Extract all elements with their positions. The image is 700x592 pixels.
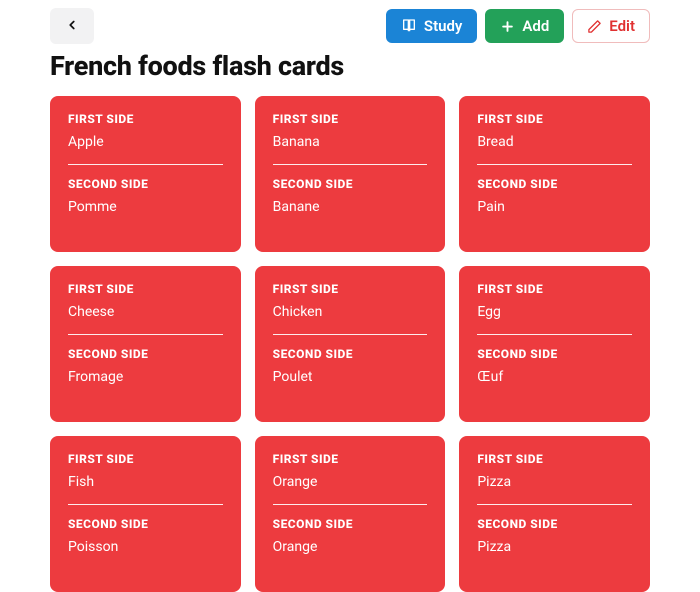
second-side-label: SECOND SIDE — [68, 517, 223, 531]
card-divider — [68, 334, 223, 335]
first-side-value: Apple — [68, 134, 223, 150]
card-divider — [273, 504, 428, 505]
first-side-label: FIRST SIDE — [477, 112, 632, 126]
flash-card[interactable]: FIRST SIDE Pizza SECOND SIDE Pizza — [459, 436, 650, 592]
first-side-label: FIRST SIDE — [68, 452, 223, 466]
second-side-value: Pomme — [68, 199, 223, 215]
topbar: Study Add Edit — [50, 8, 650, 44]
first-side-label: FIRST SIDE — [477, 452, 632, 466]
study-button[interactable]: Study — [386, 9, 477, 43]
flash-card[interactable]: FIRST SIDE Cheese SECOND SIDE Fromage — [50, 266, 241, 422]
second-side-value: Œuf — [477, 369, 632, 385]
book-icon — [401, 18, 417, 34]
flash-card[interactable]: FIRST SIDE Egg SECOND SIDE Œuf — [459, 266, 650, 422]
card-divider — [477, 334, 632, 335]
first-side-value: Pizza — [477, 474, 632, 490]
flash-card[interactable]: FIRST SIDE Banana SECOND SIDE Banane — [255, 96, 446, 252]
second-side-label: SECOND SIDE — [273, 517, 428, 531]
second-side-label: SECOND SIDE — [477, 517, 632, 531]
card-divider — [477, 164, 632, 165]
pencil-icon — [587, 19, 602, 34]
first-side-value: Cheese — [68, 304, 223, 320]
second-side-label: SECOND SIDE — [477, 347, 632, 361]
first-side-value: Egg — [477, 304, 632, 320]
flash-card[interactable]: FIRST SIDE Chicken SECOND SIDE Poulet — [255, 266, 446, 422]
second-side-value: Poisson — [68, 539, 223, 555]
second-side-value: Orange — [273, 539, 428, 555]
first-side-label: FIRST SIDE — [273, 452, 428, 466]
second-side-value: Pizza — [477, 539, 632, 555]
first-side-value: Banana — [273, 134, 428, 150]
first-side-value: Bread — [477, 134, 632, 150]
flash-card[interactable]: FIRST SIDE Apple SECOND SIDE Pomme — [50, 96, 241, 252]
action-bar: Study Add Edit — [386, 9, 650, 43]
card-grid: FIRST SIDEAppleSECOND SIDEPommeFIRST SID… — [50, 96, 650, 592]
second-side-label: SECOND SIDE — [273, 177, 428, 191]
card-divider — [273, 164, 428, 165]
second-side-value: Fromage — [68, 369, 223, 385]
flash-card[interactable]: FIRST SIDE Orange SECOND SIDE Orange — [255, 436, 446, 592]
second-side-value: Poulet — [273, 369, 428, 385]
second-side-value: Pain — [477, 199, 632, 215]
edit-button-label: Edit — [609, 17, 635, 35]
page-title: French foods flash cards — [50, 50, 650, 82]
flash-card[interactable]: FIRST SIDE Bread SECOND SIDE Pain — [459, 96, 650, 252]
plus-icon — [500, 19, 515, 34]
back-button[interactable] — [50, 8, 94, 44]
first-side-label: FIRST SIDE — [68, 112, 223, 126]
first-side-label: FIRST SIDE — [68, 282, 223, 296]
card-divider — [68, 504, 223, 505]
flash-card[interactable]: FIRST SIDE Fish SECOND SIDE Poisson — [50, 436, 241, 592]
chevron-left-icon — [65, 17, 79, 36]
card-divider — [68, 164, 223, 165]
edit-button[interactable]: Edit — [572, 9, 650, 43]
second-side-value: Banane — [273, 199, 428, 215]
first-side-label: FIRST SIDE — [273, 282, 428, 296]
card-divider — [477, 504, 632, 505]
second-side-label: SECOND SIDE — [273, 347, 428, 361]
page: Study Add Edit French foods flash cards … — [0, 0, 700, 592]
add-button-label: Add — [522, 17, 549, 35]
first-side-value: Chicken — [273, 304, 428, 320]
first-side-label: FIRST SIDE — [273, 112, 428, 126]
second-side-label: SECOND SIDE — [68, 177, 223, 191]
first-side-label: FIRST SIDE — [477, 282, 632, 296]
first-side-value: Orange — [273, 474, 428, 490]
add-button[interactable]: Add — [485, 9, 564, 43]
card-divider — [273, 334, 428, 335]
second-side-label: SECOND SIDE — [68, 347, 223, 361]
second-side-label: SECOND SIDE — [477, 177, 632, 191]
study-button-label: Study — [424, 17, 462, 35]
first-side-value: Fish — [68, 474, 223, 490]
